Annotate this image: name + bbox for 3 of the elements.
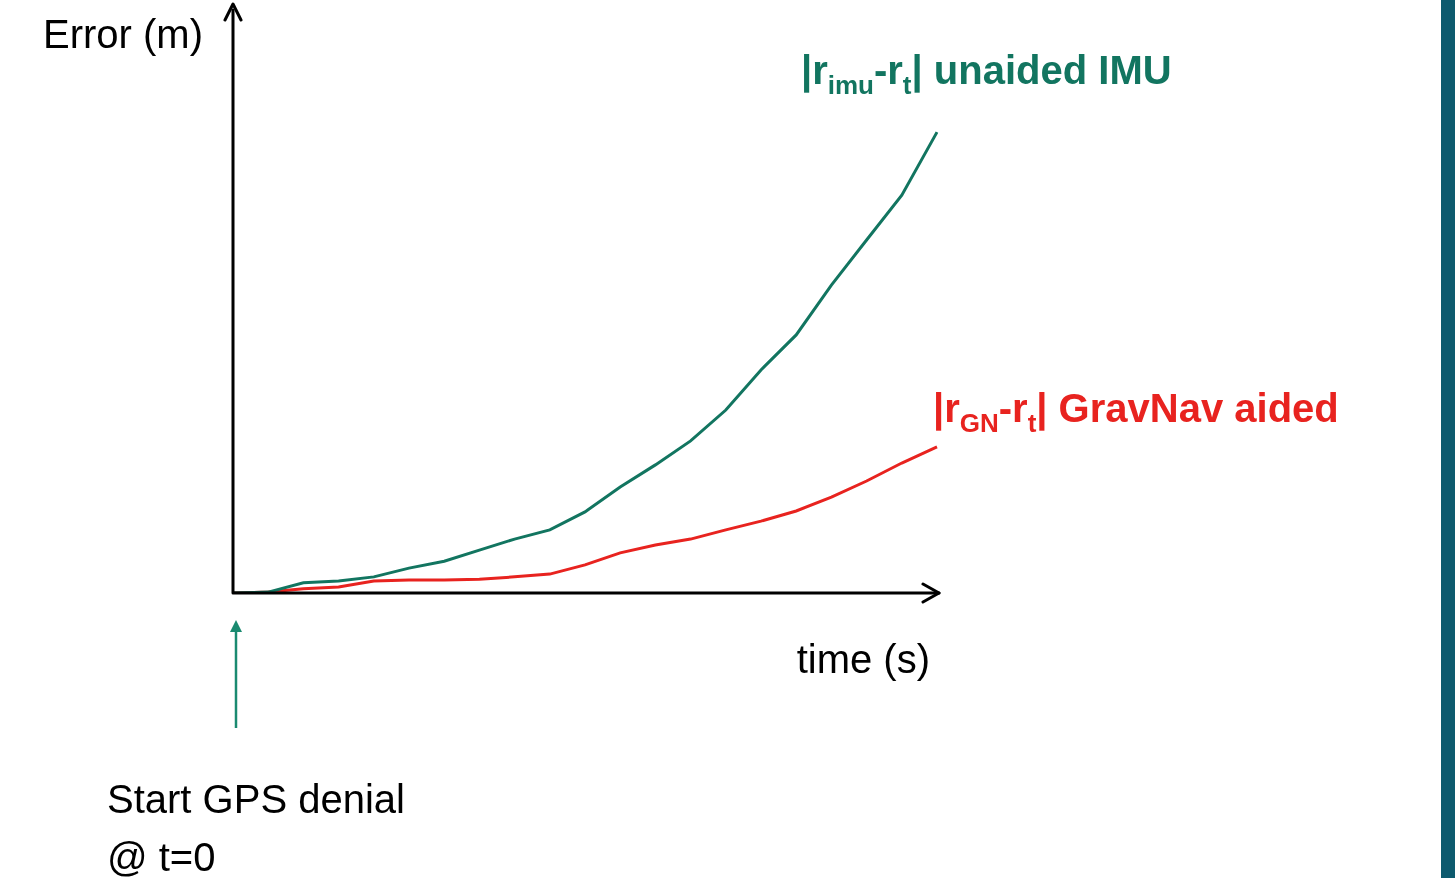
y-axis-title: Error (m) — [43, 12, 203, 56]
text: Start GPS denial @ t=0 — [107, 776, 405, 878]
x-axis-title: time (s) — [796, 637, 930, 681]
